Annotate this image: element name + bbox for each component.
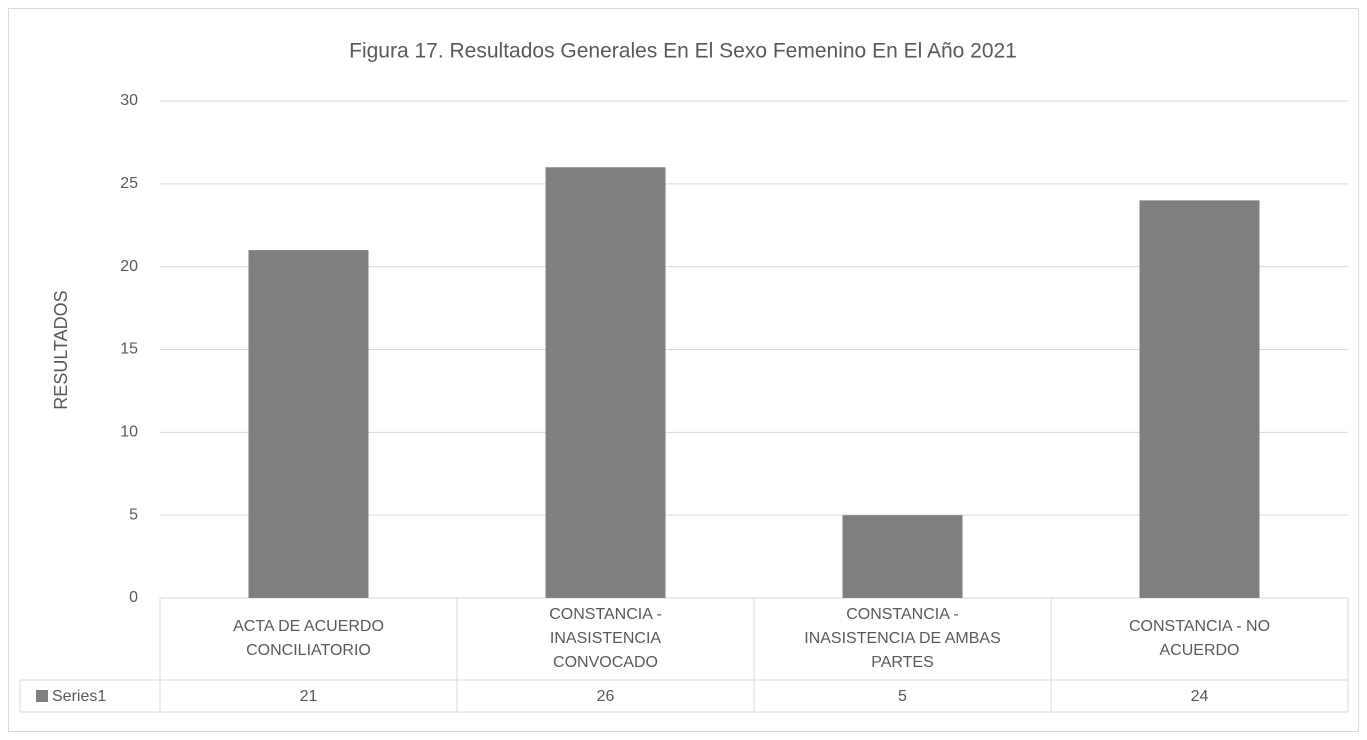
- bar: [1139, 200, 1260, 598]
- y-axis-title: RESULTADOS: [51, 290, 71, 409]
- x-tick-label: CONSTANCIA - INASISTENCIA DE AMBAS PARTE…: [804, 606, 1001, 671]
- table-value: 21: [300, 688, 318, 705]
- chart-border: [8, 8, 1359, 732]
- chart-title: Figura 17. Resultados Generales En El Se…: [349, 40, 1017, 63]
- x-tick-label: ACTA DE ACUERDO CONCILIATORIO: [233, 618, 384, 659]
- table-value: 26: [597, 688, 615, 705]
- bar: [842, 515, 963, 598]
- legend-label: Series1: [52, 688, 106, 705]
- y-tick-label: 15: [120, 341, 138, 358]
- y-tick-label: 10: [120, 424, 138, 441]
- y-tick-label: 5: [129, 506, 138, 523]
- x-tick-label: CONSTANCIA - INASISTENCIA CONVOCADO: [549, 606, 662, 671]
- y-tick-label: 20: [120, 258, 138, 275]
- table-value: 24: [1191, 688, 1209, 705]
- y-tick-label: 0: [129, 589, 138, 606]
- bar: [545, 167, 666, 598]
- y-tick-label: 25: [120, 175, 138, 192]
- bar: [248, 250, 369, 598]
- y-tick-label: 30: [120, 92, 138, 109]
- table-value: 5: [898, 688, 907, 705]
- legend-key: [36, 690, 48, 702]
- x-tick-label: CONSTANCIA - NO ACUERDO: [1128, 618, 1271, 659]
